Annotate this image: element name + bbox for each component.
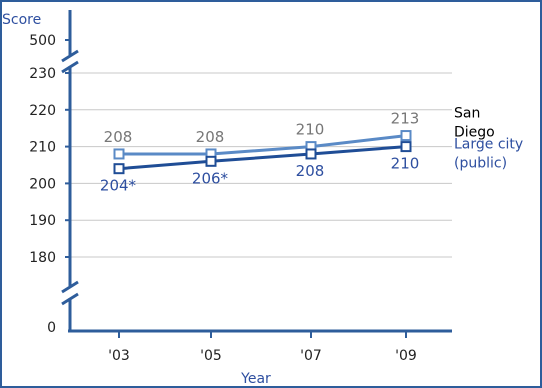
y-tick-label-0: 0 — [47, 320, 56, 336]
series-1-point-0 — [113, 163, 125, 175]
x-tick-label-3: '09 — [395, 348, 417, 364]
series-1-point-1 — [205, 155, 217, 167]
series-line-1 — [118, 145, 407, 171]
y-tick-label-220: 220 — [29, 103, 56, 119]
y-tick-label-230: 230 — [29, 66, 56, 82]
x-tick-label-2: '07 — [300, 348, 322, 364]
y-tick-label-190: 190 — [29, 213, 56, 229]
series-1-label-0: 204* — [100, 177, 137, 195]
series-1-label-1: 206* — [192, 169, 229, 187]
x-axis: Year '03 '05 '07 '09 — [68, 329, 452, 387]
series-1-label-3: 210 — [391, 155, 420, 173]
series-1-point-2 — [305, 148, 317, 160]
series-1-name-line-0: Large city — [454, 137, 523, 153]
series-0-label-2: 210 — [296, 121, 325, 139]
series-0-point-0 — [113, 148, 125, 160]
y-axis: Score 0 180 190 200 210 220 230 500 — [2, 10, 79, 336]
series-1-name-line-1: (public) — [454, 156, 507, 172]
y-tick-label-500: 500 — [29, 33, 56, 49]
axis-break-bottom-b — [61, 292, 79, 306]
y-tick-label-180: 180 — [29, 250, 56, 266]
x-tick-label-1: '05 — [200, 348, 222, 364]
y-tick-label-210: 210 — [29, 140, 56, 156]
series-0-point-3 — [400, 130, 412, 142]
series-1-point-3 — [400, 141, 412, 153]
y-tick-label-200: 200 — [29, 176, 56, 192]
series-0-label-0: 208 — [104, 128, 133, 146]
series-lines — [113, 130, 412, 175]
data-labels: 208 208 210 213 204* 206* 208 210 — [100, 110, 419, 195]
axis-break-bottom-a — [61, 280, 79, 294]
x-tick-label-0: '03 — [108, 348, 130, 364]
series-0-label-3: 213 — [391, 110, 420, 128]
y-axis-title: Score — [2, 12, 41, 28]
axis-break-top-b — [61, 60, 79, 74]
gridlines — [70, 72, 452, 258]
x-axis-title: Year — [240, 371, 271, 387]
axis-break-top-a — [61, 49, 79, 63]
series-0-label-1: 208 — [196, 128, 225, 146]
series-0-name-line-0: San — [454, 106, 480, 122]
series-line-0 — [119, 134, 407, 156]
series-0-name-line-1: Diego — [454, 125, 495, 141]
series-1-label-2: 208 — [296, 162, 325, 180]
